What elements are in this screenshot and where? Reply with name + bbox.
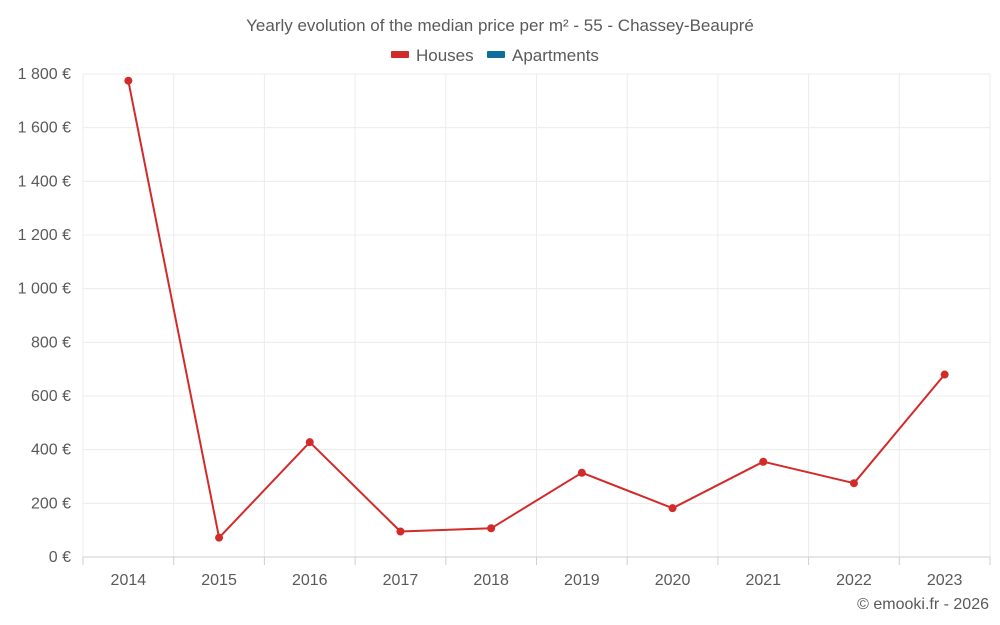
legend[interactable]: Houses Apartments: [391, 46, 599, 65]
y-tick-label: 600 €: [31, 388, 71, 405]
data-point-houses[interactable]: [215, 533, 224, 542]
credit-text: © emooki.fr - 2026: [857, 596, 989, 613]
data-point-houses[interactable]: [396, 527, 405, 536]
grid: [82, 73, 991, 557]
axes: 0 € 200 € 400 € 600 € 800 € 1 000 € 1 200 € 1 4…: [18, 66, 991, 589]
data-point-houses[interactable]: [305, 438, 314, 447]
data-point-houses[interactable]: [940, 370, 949, 379]
y-tick-label: 400 €: [31, 442, 71, 459]
data-point-houses[interactable]: [577, 468, 586, 477]
legend-item-houses[interactable]: Houses: [391, 46, 474, 65]
y-tick-label: 0 €: [49, 549, 71, 566]
y-tick-label: 1 200 €: [18, 227, 71, 244]
x-tick-label: 2022: [836, 572, 872, 589]
x-tick-label: 2017: [383, 572, 419, 589]
x-tick-label: 2021: [745, 572, 781, 589]
x-tick-label: 2014: [111, 572, 147, 589]
x-tick-label: 2016: [292, 572, 328, 589]
data-point-houses[interactable]: [759, 457, 768, 466]
y-tick-label: 800 €: [31, 334, 71, 351]
x-tick-label: 2019: [564, 572, 600, 589]
data-point-houses[interactable]: [668, 504, 677, 513]
x-tick-label: 2020: [655, 572, 691, 589]
y-tick-label: 1 000 €: [18, 281, 71, 298]
y-tick-label: 1 600 €: [18, 120, 71, 137]
data-point-houses[interactable]: [849, 479, 858, 488]
y-tick-label: 200 €: [31, 495, 71, 512]
legend-item-apartments[interactable]: Apartments: [487, 46, 599, 65]
legend-swatch-houses: [391, 51, 409, 58]
y-tick-label: 1 800 €: [18, 66, 71, 83]
legend-swatch-apartments: [487, 51, 505, 58]
data-point-houses[interactable]: [124, 76, 133, 85]
series-layer: [124, 76, 949, 542]
legend-label-apartments: Apartments: [512, 46, 599, 65]
series-line-houses[interactable]: [127, 80, 946, 539]
x-tick-label: 2015: [201, 572, 237, 589]
y-tick-label: 1 400 €: [18, 173, 71, 190]
chart-title: Yearly evolution of the median price per…: [246, 16, 754, 35]
legend-label-houses: Houses: [416, 46, 474, 65]
x-tick-label: 2023: [927, 572, 963, 589]
data-point-houses[interactable]: [487, 524, 496, 533]
x-tick-label: 2018: [473, 572, 509, 589]
